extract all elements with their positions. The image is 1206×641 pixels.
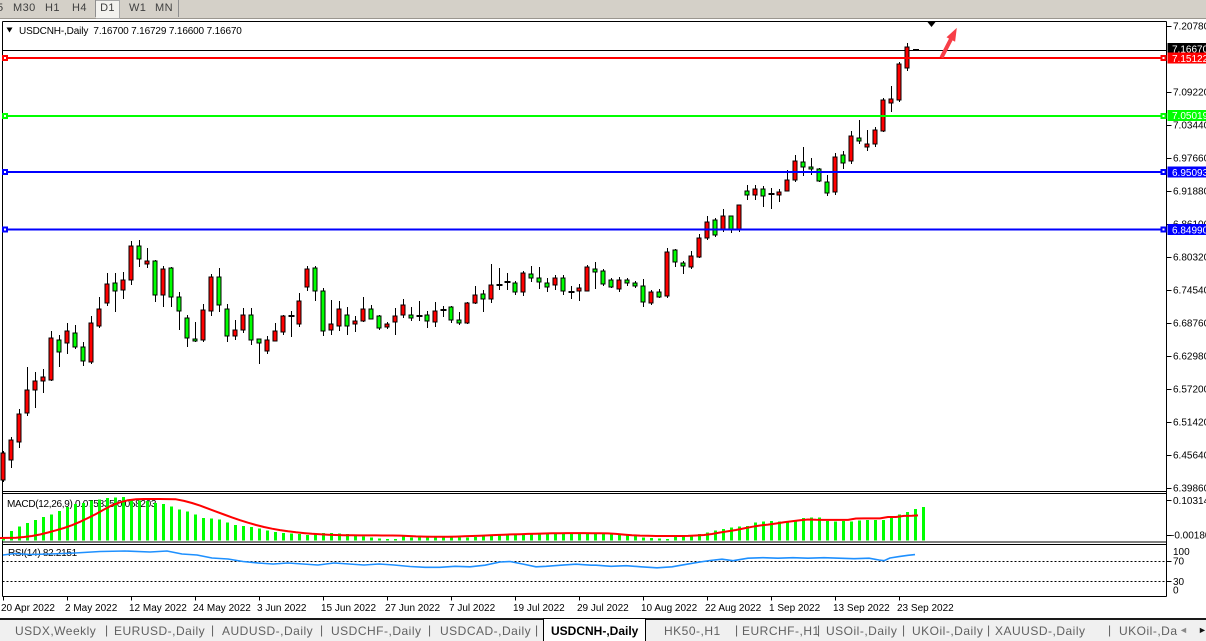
svg-text:6.62980: 6.62980 bbox=[1173, 352, 1206, 363]
svg-text:6.84990: 6.84990 bbox=[1172, 226, 1206, 237]
svg-text:7.09220: 7.09220 bbox=[1173, 88, 1206, 99]
svg-text:20 Apr 2022: 20 Apr 2022 bbox=[1, 603, 55, 614]
svg-text:19 Jul 2022: 19 Jul 2022 bbox=[513, 603, 565, 614]
svg-text:29 Jul 2022: 29 Jul 2022 bbox=[577, 603, 629, 614]
svg-text:10 Aug 2022: 10 Aug 2022 bbox=[641, 603, 698, 614]
svg-text:13 Sep 2022: 13 Sep 2022 bbox=[833, 603, 890, 614]
svg-text:7.16670: 7.16670 bbox=[1172, 44, 1206, 55]
svg-text:MACD(12,26,9) 0.075835 0.05820: MACD(12,26,9) 0.075835 0.058203 bbox=[7, 499, 157, 510]
svg-text:2 May 2022: 2 May 2022 bbox=[65, 603, 118, 614]
svg-text:7.15122: 7.15122 bbox=[1172, 54, 1206, 65]
svg-text:22 Aug 2022: 22 Aug 2022 bbox=[705, 603, 762, 614]
svg-text:6.80320: 6.80320 bbox=[1173, 253, 1206, 264]
svg-text:6.57200: 6.57200 bbox=[1173, 385, 1206, 396]
svg-text:7.20780: 7.20780 bbox=[1173, 22, 1206, 33]
svg-text:6.91880: 6.91880 bbox=[1173, 187, 1206, 198]
svg-text:7.05019: 7.05019 bbox=[1172, 111, 1206, 122]
svg-text:24 May 2022: 24 May 2022 bbox=[193, 603, 251, 614]
svg-text:27 Jun 2022: 27 Jun 2022 bbox=[385, 603, 440, 614]
svg-text:70: 70 bbox=[1173, 557, 1185, 568]
svg-text:6.95093: 6.95093 bbox=[1172, 168, 1206, 179]
svg-text:6.39860: 6.39860 bbox=[1173, 484, 1206, 495]
svg-text:USDCNH-,Daily 7.16700 7.16729: USDCNH-,Daily 7.16700 7.16729 7.16600 7.… bbox=[19, 26, 242, 37]
svg-text:23 Sep 2022: 23 Sep 2022 bbox=[897, 603, 954, 614]
svg-text:0.103149: 0.103149 bbox=[1173, 496, 1206, 507]
svg-text:12 May 2022: 12 May 2022 bbox=[129, 603, 187, 614]
svg-text:6.74540: 6.74540 bbox=[1173, 286, 1206, 297]
svg-text:-0.001805: -0.001805 bbox=[1171, 531, 1206, 542]
svg-text:6.51420: 6.51420 bbox=[1173, 418, 1206, 429]
svg-text:6.97660: 6.97660 bbox=[1173, 154, 1206, 165]
svg-text:3 Jun 2022: 3 Jun 2022 bbox=[257, 603, 307, 614]
svg-text:30: 30 bbox=[1173, 577, 1185, 588]
svg-text:1 Sep 2022: 1 Sep 2022 bbox=[769, 603, 821, 614]
svg-text:100: 100 bbox=[1173, 547, 1190, 558]
svg-text:15 Jun 2022: 15 Jun 2022 bbox=[321, 603, 376, 614]
svg-text:7.03440: 7.03440 bbox=[1173, 121, 1206, 132]
svg-text:7 Jul 2022: 7 Jul 2022 bbox=[449, 603, 496, 614]
svg-text:6.45640: 6.45640 bbox=[1173, 451, 1206, 462]
svg-text:0: 0 bbox=[1173, 586, 1179, 597]
svg-text:6.68760: 6.68760 bbox=[1173, 319, 1206, 330]
